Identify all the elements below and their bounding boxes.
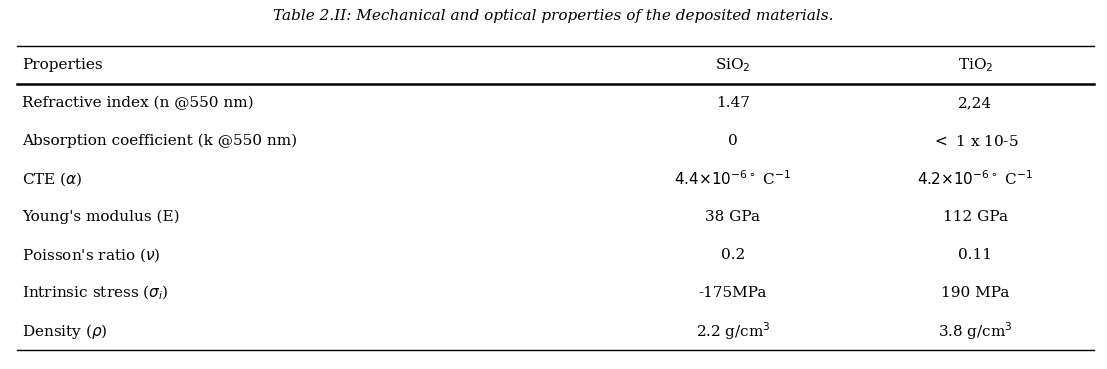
Text: SiO$_2$: SiO$_2$ <box>715 56 751 74</box>
Text: Poisson's ratio ($\nu$): Poisson's ratio ($\nu$) <box>22 246 161 264</box>
Text: Intrinsic stress ($\sigma_i$): Intrinsic stress ($\sigma_i$) <box>22 284 168 302</box>
Text: 1.47: 1.47 <box>716 96 749 110</box>
Text: TiO$_2$: TiO$_2$ <box>958 56 993 74</box>
Text: Properties: Properties <box>22 58 103 72</box>
Text: Refractive index (n @550 nm): Refractive index (n @550 nm) <box>22 96 254 110</box>
Text: 0.11: 0.11 <box>959 248 992 262</box>
Text: 3.8 g/cm$^3$: 3.8 g/cm$^3$ <box>938 320 1013 342</box>
Text: 112 GPa: 112 GPa <box>943 210 1007 224</box>
Text: $4.4{\times}10^{-6\circ}$ C$^{-1}$: $4.4{\times}10^{-6\circ}$ C$^{-1}$ <box>674 170 792 189</box>
Text: Absorption coefficient (k @550 nm): Absorption coefficient (k @550 nm) <box>22 134 298 148</box>
Text: $4.2{\times}10^{-6\circ}$ C$^{-1}$: $4.2{\times}10^{-6\circ}$ C$^{-1}$ <box>918 170 1033 189</box>
Text: 38 GPa: 38 GPa <box>705 210 761 224</box>
Text: 0: 0 <box>728 134 737 148</box>
Text: CTE ($\alpha$): CTE ($\alpha$) <box>22 170 83 188</box>
Text: 2,24: 2,24 <box>959 96 992 110</box>
Text: Table 2.II: Mechanical and optical properties of the deposited materials.: Table 2.II: Mechanical and optical prope… <box>273 9 834 23</box>
Text: 0.2: 0.2 <box>721 248 745 262</box>
Text: -175MPa: -175MPa <box>699 286 767 300</box>
Text: Young's modulus (E): Young's modulus (E) <box>22 210 179 224</box>
Text: Density ($\rho$): Density ($\rho$) <box>22 322 107 341</box>
Text: 190 MPa: 190 MPa <box>941 286 1010 300</box>
Text: $<$ 1 x 10-5: $<$ 1 x 10-5 <box>932 134 1018 149</box>
Text: 2.2 g/cm$^3$: 2.2 g/cm$^3$ <box>695 320 770 342</box>
